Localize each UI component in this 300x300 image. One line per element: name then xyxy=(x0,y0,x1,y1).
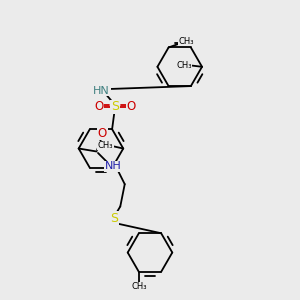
Text: O: O xyxy=(127,100,136,113)
Text: S: S xyxy=(111,100,119,113)
Text: NH: NH xyxy=(104,161,121,171)
Text: O: O xyxy=(94,100,104,113)
Text: O: O xyxy=(98,127,107,140)
Text: CH₃: CH₃ xyxy=(98,141,113,150)
Text: CH₃: CH₃ xyxy=(131,282,147,291)
Text: CH₃: CH₃ xyxy=(179,37,194,46)
Text: HN: HN xyxy=(93,85,110,96)
Text: S: S xyxy=(110,212,118,225)
Text: CH₃: CH₃ xyxy=(176,61,192,70)
